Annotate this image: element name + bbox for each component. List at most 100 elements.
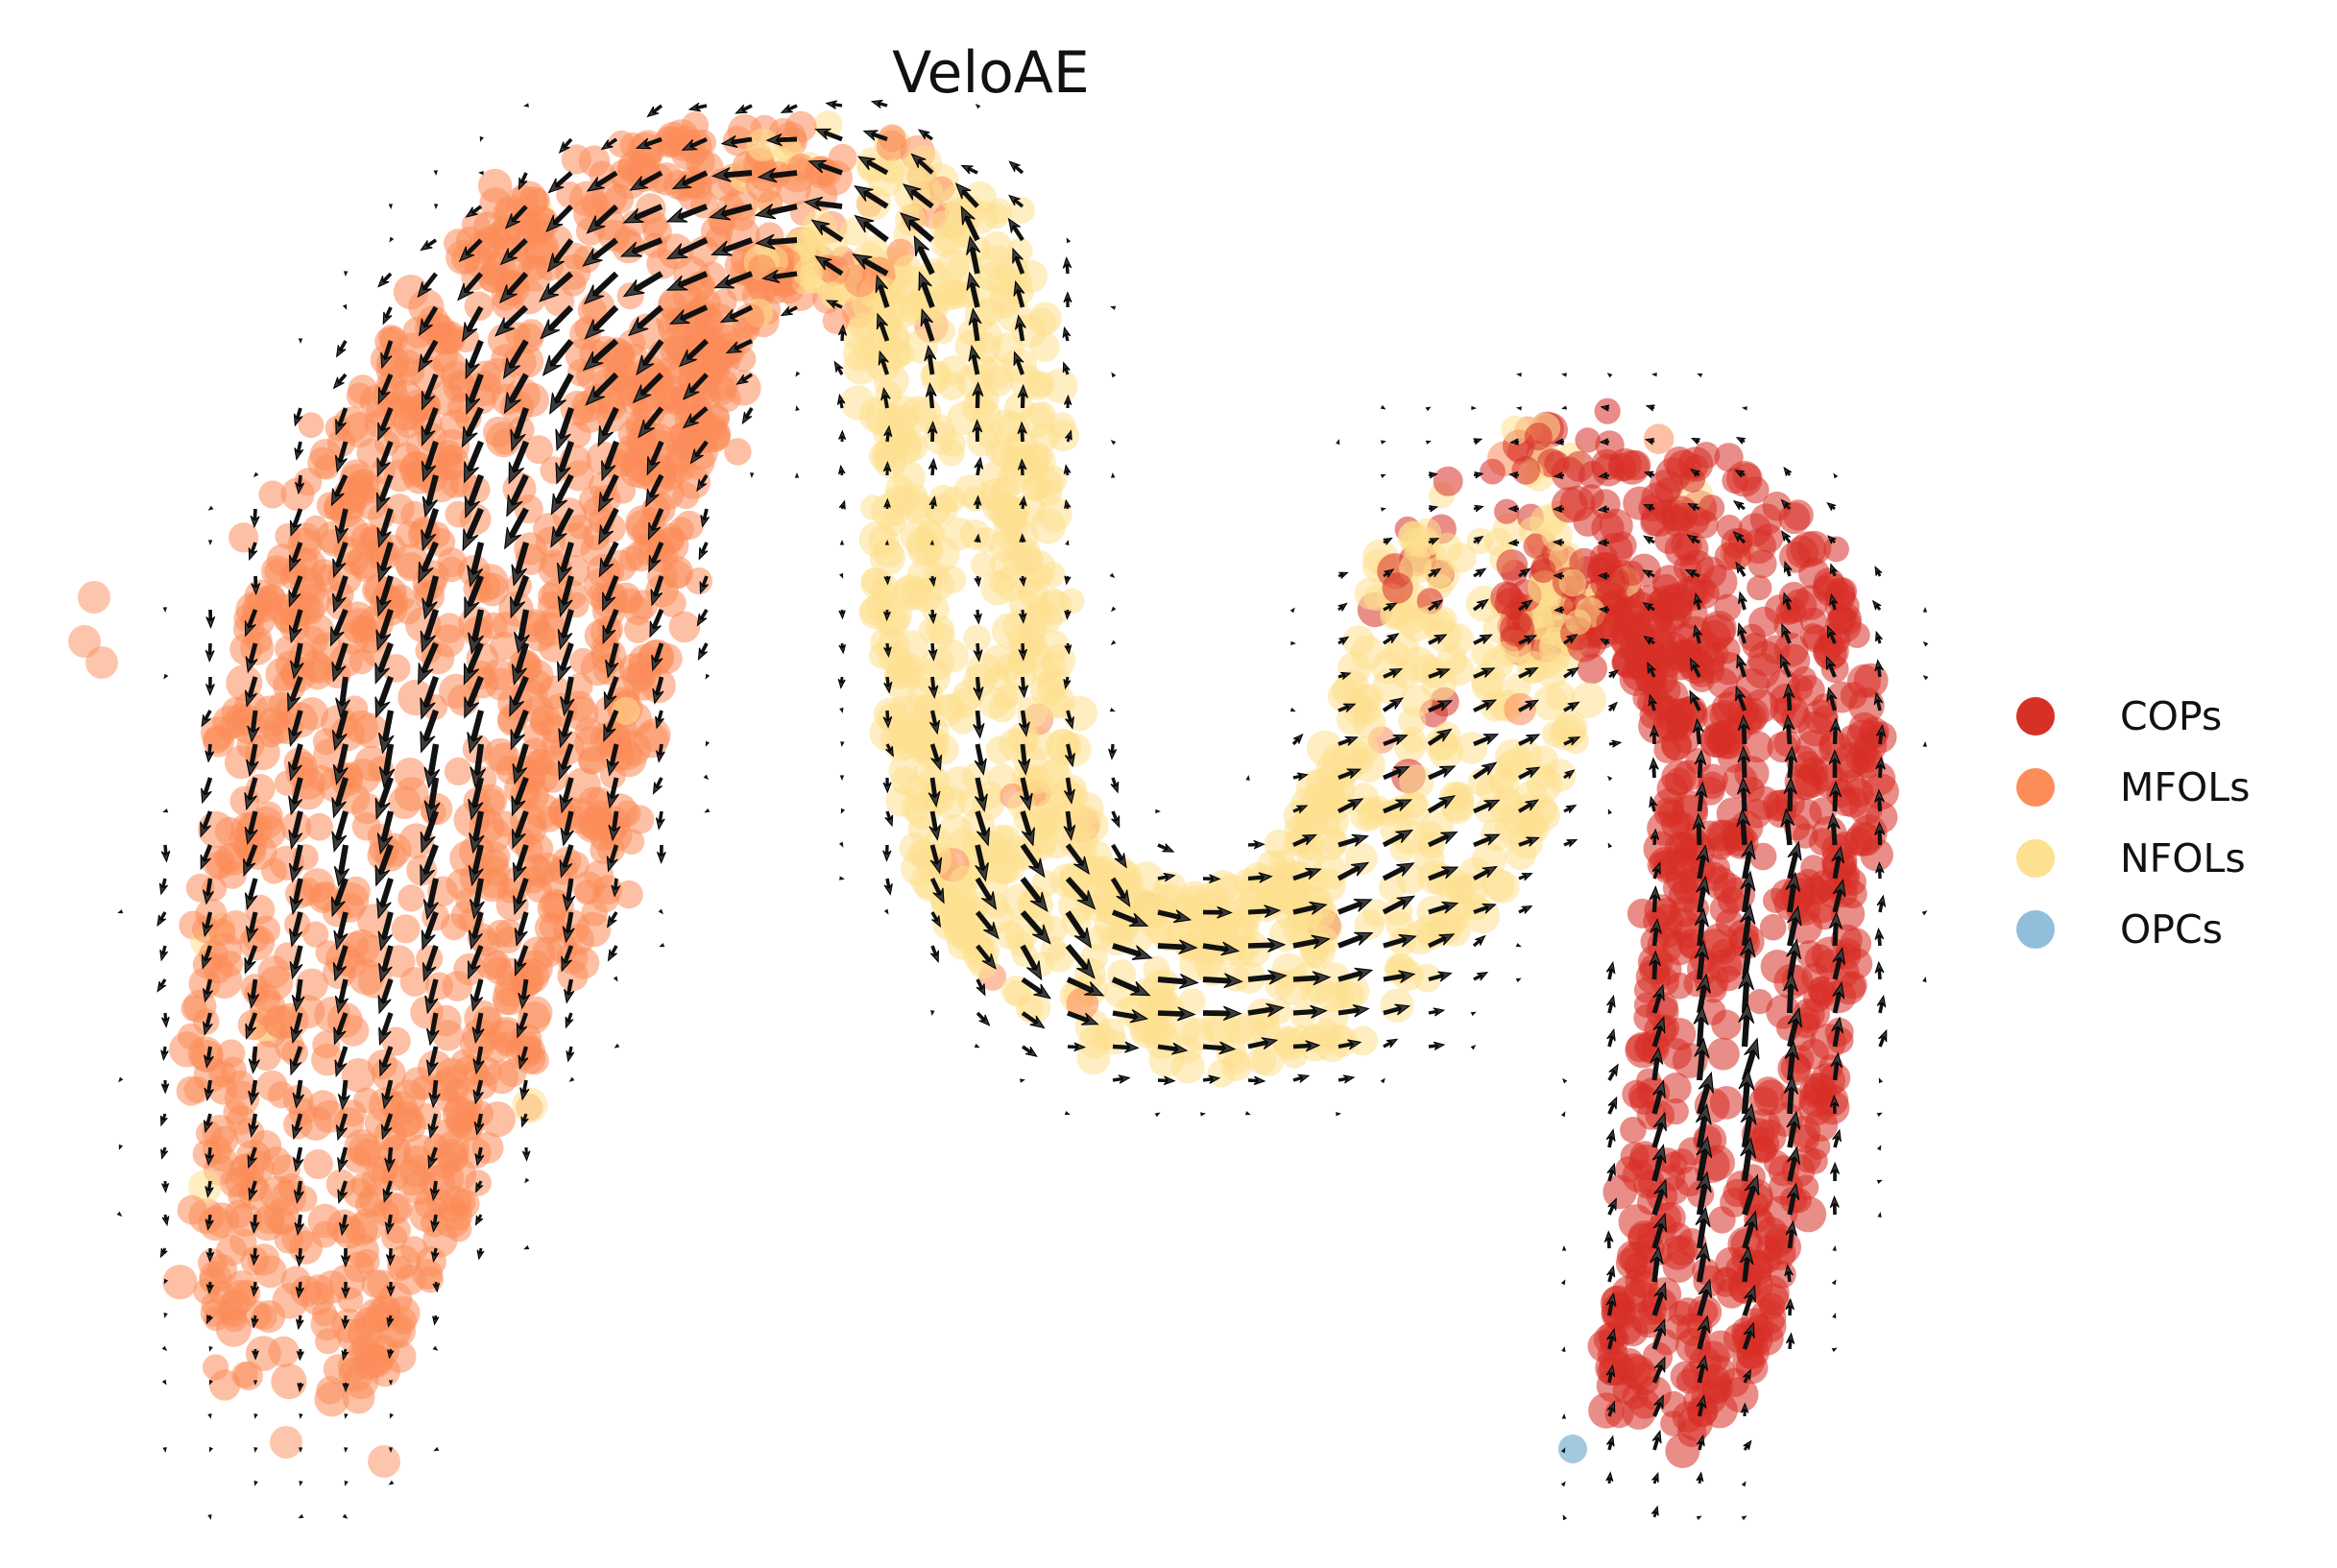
velocity-arrow-head — [665, 207, 688, 223]
velocity-arrow — [1008, 194, 1024, 208]
velocity-arrow-shaft — [464, 406, 484, 438]
velocity-arrow — [473, 1113, 485, 1136]
velocity-arrow-shaft — [814, 200, 843, 209]
velocity-arrow — [246, 743, 259, 778]
velocity-arrow — [422, 474, 440, 519]
cell-point — [986, 198, 1013, 225]
cell-point — [638, 528, 673, 564]
cell-point — [451, 1109, 485, 1142]
velocity-arrow-shaft — [786, 104, 798, 112]
velocity-arrow-dot — [705, 673, 711, 680]
cell-point — [869, 714, 905, 751]
velocity-arrow — [434, 204, 439, 209]
cell-point — [1481, 868, 1515, 902]
velocity-arrow-head — [838, 643, 847, 655]
velocity-arrow-shaft — [517, 609, 530, 641]
velocity-arrow-shaft — [1383, 636, 1394, 645]
velocity-arrow-shaft — [929, 878, 943, 897]
velocity-arrow-head — [1029, 1015, 1046, 1029]
velocity-arrow-shaft — [565, 911, 574, 933]
velocity-arrow-head — [973, 495, 982, 506]
velocity-arrow-head — [838, 429, 847, 441]
velocity-arrow — [558, 743, 574, 781]
velocity-arrow-shaft — [470, 777, 485, 808]
velocity-arrow-dot — [1336, 1112, 1341, 1117]
velocity-arrow-head — [418, 353, 433, 374]
velocity-arrow-dot — [389, 236, 395, 243]
velocity-arrow-shaft — [336, 373, 348, 385]
velocity-arrow — [1157, 1042, 1189, 1055]
velocity-arrow — [918, 271, 935, 308]
velocity-arrow-shaft — [885, 432, 890, 443]
velocity-arrow-head — [1065, 716, 1074, 730]
velocity-arrow-head — [201, 787, 212, 805]
velocity-arrow — [878, 350, 890, 375]
velocity-arrow — [665, 237, 709, 260]
velocity-arrow-shaft — [769, 170, 798, 180]
velocity-arrow-dot — [749, 472, 755, 478]
velocity-arrow — [539, 271, 574, 302]
cell-point — [925, 570, 954, 600]
velocity-arrow-shaft — [512, 709, 529, 740]
velocity-arrow-shaft — [920, 281, 935, 308]
cell-point — [524, 435, 553, 465]
velocity-arrow — [161, 1379, 167, 1386]
velocity-arrow-shaft — [1337, 864, 1361, 881]
velocity-arrow — [208, 1446, 214, 1453]
velocity-arrow — [1245, 775, 1250, 781]
velocity-arrow — [462, 305, 484, 343]
cell-point — [618, 329, 646, 357]
velocity-arrow-shaft — [606, 137, 618, 148]
cell-point — [1027, 910, 1055, 938]
cell-point — [1178, 988, 1206, 1016]
velocity-arrow — [253, 1447, 258, 1453]
velocity-arrow-shaft — [862, 189, 889, 209]
cell-point — [1799, 607, 1827, 635]
cell-point — [1290, 1002, 1317, 1029]
velocity-arrow-head — [422, 962, 437, 982]
velocity-arrow — [386, 1315, 395, 1328]
velocity-arrow-head — [427, 1154, 438, 1170]
velocity-arrow — [557, 575, 574, 618]
cell-point — [982, 873, 1009, 900]
cell-point — [1038, 665, 1071, 698]
velocity-arrow — [377, 911, 394, 952]
cell-point — [1795, 940, 1824, 968]
velocity-arrow — [516, 1012, 529, 1039]
velocity-arrow — [649, 609, 664, 639]
velocity-arrow-shaft — [161, 1247, 167, 1253]
velocity-arrow-head — [1352, 1004, 1370, 1018]
velocity-arrow-shaft — [655, 777, 663, 789]
velocity-arrow-head — [910, 153, 927, 168]
velocity-arrow — [928, 421, 938, 443]
velocity-arrow — [557, 609, 574, 651]
cell-point — [314, 1382, 349, 1417]
velocity-arrow — [632, 372, 664, 404]
velocity-arrow-head — [838, 499, 846, 510]
velocity-arrow — [1337, 703, 1357, 712]
velocity-arrow-shaft — [1382, 898, 1407, 915]
velocity-arrow — [422, 878, 439, 921]
cell-point — [724, 438, 752, 466]
cell-point — [1398, 707, 1427, 736]
velocity-arrow-head — [883, 575, 891, 586]
velocity-arrow — [433, 1446, 440, 1452]
velocity-arrow-head — [700, 515, 711, 528]
velocity-arrow — [1014, 314, 1026, 342]
velocity-arrow-shaft — [862, 220, 889, 243]
cell-point — [341, 876, 371, 906]
velocity-arrow — [917, 129, 934, 141]
velocity-arrow-shaft — [702, 508, 709, 520]
velocity-arrow-head — [968, 345, 981, 362]
cell-point — [1747, 575, 1772, 601]
velocity-arrow-head — [1063, 394, 1072, 406]
velocity-arrow-head — [1108, 748, 1118, 760]
velocity-arrow — [1063, 291, 1072, 308]
velocity-arrow — [253, 1480, 258, 1486]
velocity-arrow — [1064, 575, 1072, 586]
velocity-arrow-head — [462, 528, 479, 552]
cell-point — [658, 589, 687, 617]
velocity-arrow — [1112, 1074, 1131, 1084]
cell-point — [971, 552, 997, 578]
velocity-arrow-dot — [388, 1447, 394, 1453]
